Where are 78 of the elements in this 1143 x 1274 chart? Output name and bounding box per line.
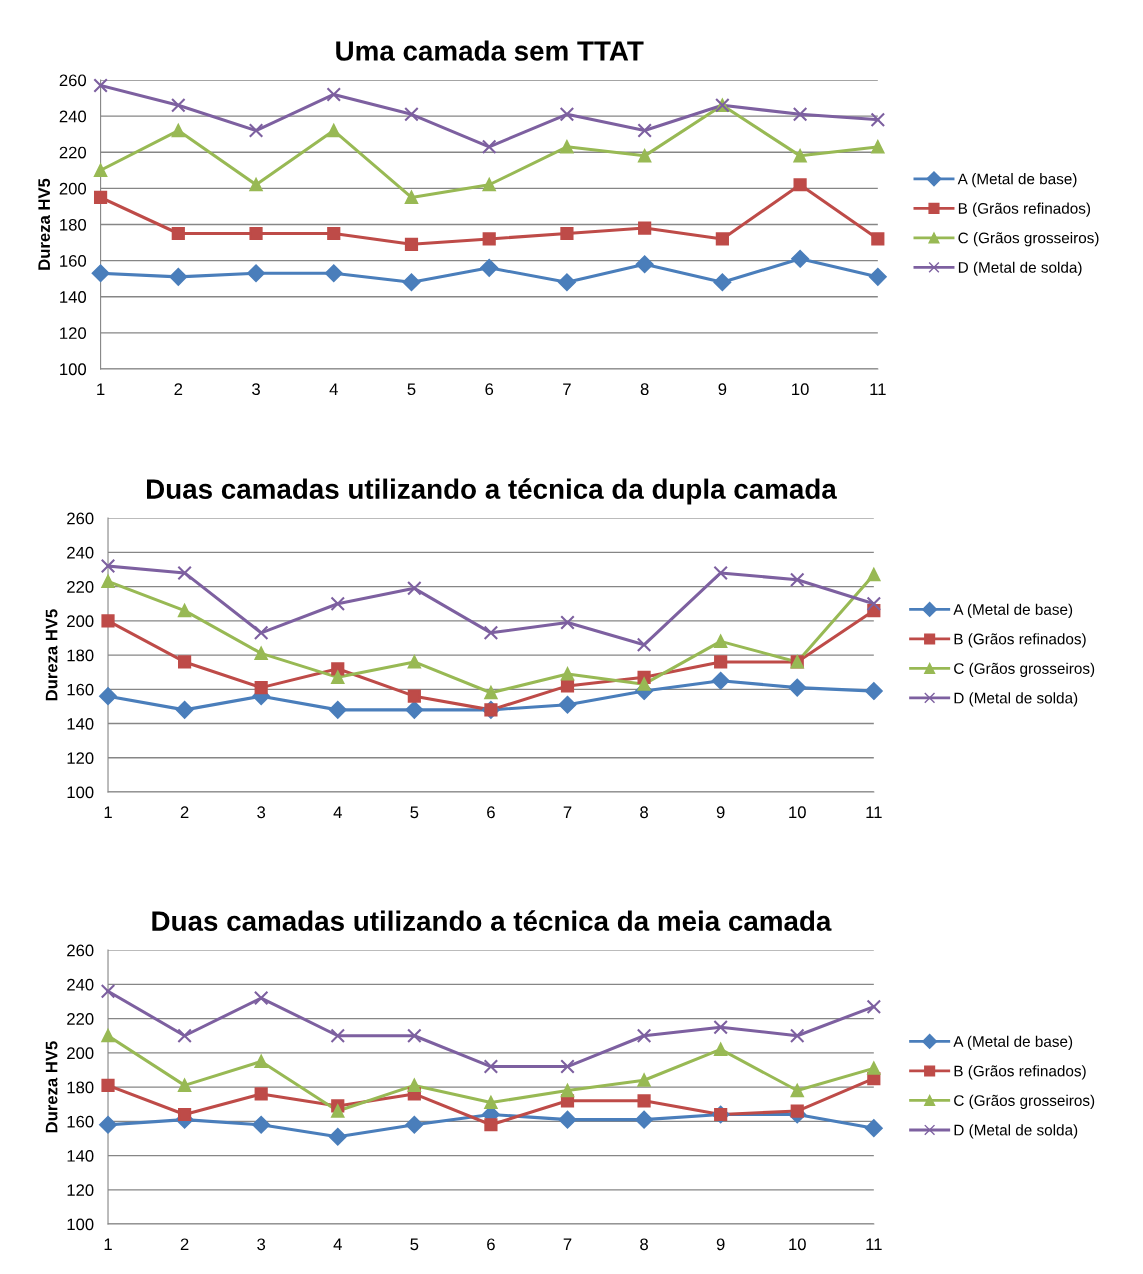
y-tick-label: 120 — [60, 327, 87, 340]
x-tick-label: 5 — [407, 383, 416, 396]
x-tick-label: 10 — [789, 806, 806, 819]
y-tick-label: 200 — [67, 1047, 94, 1060]
y-tick-label: 160 — [67, 1115, 94, 1128]
x-tick-label: 2 — [174, 383, 183, 395]
x-tick-label: 4 — [329, 383, 338, 395]
x-tick-label: 7 — [563, 806, 572, 819]
chart-title: Uma camada sem TTAT — [336, 40, 644, 61]
y-tick-label: 180 — [67, 649, 94, 662]
legend-label: C (Grãos grosseiros) — [954, 662, 1095, 677]
x-tick-label: 8 — [640, 383, 649, 396]
legend-label: D (Metal de solda) — [954, 692, 1078, 707]
y-tick-label: 220 — [59, 146, 87, 159]
y-tick-label: 100 — [67, 1218, 94, 1231]
y-tick-label: 140 — [67, 717, 94, 730]
legend-label: D (Metal de solda) — [958, 261, 1082, 276]
x-tick-label: 11 — [870, 383, 886, 395]
y-tick-label: 120 — [67, 752, 94, 765]
x-tick-label: 10 — [792, 383, 809, 396]
legend-label: C (Grãos grosseiros) — [954, 1094, 1095, 1109]
x-tick-label: 4 — [333, 806, 342, 819]
x-tick-label: 9 — [716, 1238, 725, 1251]
y-tick-label: 260 — [59, 74, 87, 87]
x-tick-label: 9 — [716, 806, 725, 819]
y-tick-label: 260 — [67, 512, 94, 525]
chart-title: Duas camadas utilizando a técnica da dupla camada — [147, 478, 837, 505]
y-tick-label: 100 — [60, 363, 87, 376]
y-axis-title: Dureza HV5 — [45, 609, 58, 701]
x-tick-label: 7 — [563, 1238, 572, 1251]
legend-label: A (Metal de base) — [953, 603, 1073, 618]
x-tick-label: 3 — [252, 383, 260, 396]
legend-label: B (Grãos refinados) — [954, 633, 1086, 648]
x-tick-label: 3 — [257, 1238, 266, 1251]
x-tick-label: 6 — [487, 1238, 495, 1251]
y-tick-label: 120 — [67, 1184, 94, 1197]
x-tick-label: 1 — [104, 806, 112, 819]
y-tick-label: 140 — [60, 291, 87, 303]
x-tick-label: 8 — [640, 1238, 648, 1251]
y-tick-label: 260 — [67, 944, 94, 957]
x-tick-label: 5 — [410, 806, 419, 819]
x-tick-label: 1 — [104, 1238, 112, 1251]
x-tick-label: 8 — [640, 806, 648, 819]
y-axis-title: Dureza HV5 — [45, 1041, 58, 1133]
y-tick-label: 160 — [67, 683, 94, 696]
x-tick-label: 5 — [410, 1238, 419, 1251]
x-tick-label: 10 — [789, 1238, 806, 1251]
x-tick-label: 4 — [333, 1238, 342, 1251]
y-tick-label: 240 — [67, 546, 94, 559]
y-tick-label: 180 — [60, 218, 87, 231]
chart-title: Duas camadas utilizando a técnica da meia camada — [152, 910, 832, 931]
x-tick-label: 2 — [180, 1238, 189, 1251]
y-tick-label: 160 — [60, 255, 87, 267]
y-tick-label: 240 — [67, 978, 94, 991]
x-tick-label: 9 — [718, 383, 727, 396]
y-tick-label: 100 — [67, 786, 94, 799]
x-tick-label: 6 — [487, 806, 495, 819]
legend-label: C (Grãos grosseiros) — [958, 232, 1099, 247]
x-tick-label: 2 — [180, 806, 189, 819]
legend-label: A (Metal de base) — [957, 173, 1077, 188]
x-tick-label: 3 — [257, 806, 266, 819]
legend-label: B (Grãos refinados) — [958, 202, 1091, 217]
x-tick-label: 1 — [97, 383, 105, 395]
y-axis-title: Dureza HV5 — [38, 178, 51, 270]
y-tick-label: 180 — [67, 1081, 94, 1094]
x-tick-label: 6 — [485, 383, 494, 396]
legend-label: A (Metal de base) — [953, 1035, 1073, 1050]
y-tick-label: 220 — [67, 1013, 94, 1025]
y-tick-label: 200 — [59, 182, 87, 195]
y-tick-label: 140 — [67, 1149, 94, 1162]
x-tick-label: 11 — [866, 806, 882, 819]
y-tick-label: 220 — [67, 581, 94, 593]
legend-label: B (Grãos refinados) — [954, 1065, 1086, 1080]
x-tick-label: 11 — [866, 1238, 882, 1251]
y-tick-label: 200 — [67, 615, 94, 628]
x-tick-label: 7 — [563, 383, 571, 395]
y-tick-label: 240 — [59, 110, 87, 123]
legend-label: D (Metal de solda) — [954, 1124, 1078, 1139]
